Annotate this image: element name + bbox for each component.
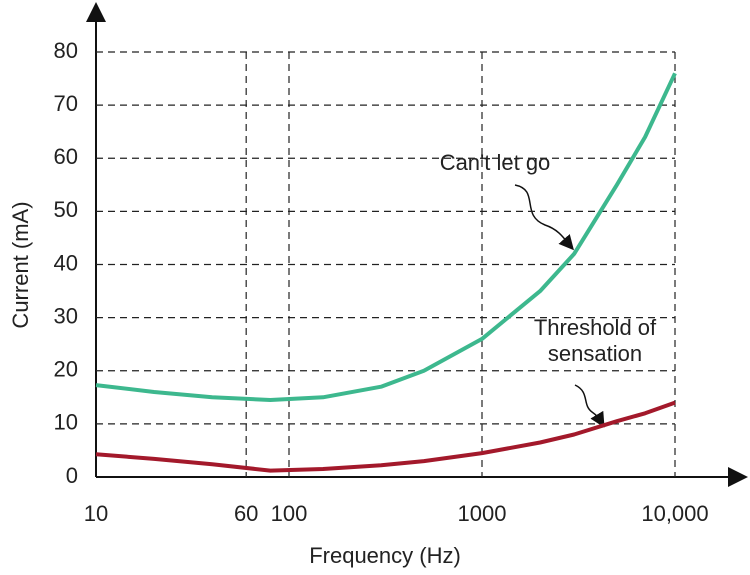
annotation-arrow [514, 184, 574, 251]
annotation-arrow [574, 384, 605, 428]
y-axis-label: Current (mA) [8, 201, 33, 328]
y-tick-label: 10 [54, 410, 78, 435]
x-tick-label: 10,000 [641, 501, 708, 526]
series-label: Threshold of sensation [533, 315, 657, 366]
series-line [95, 400, 676, 473]
y-tick-label: 80 [54, 38, 78, 63]
series-label: Can't let go [439, 150, 551, 175]
series-line [95, 72, 677, 402]
x-axis-label: Frequency (Hz) [309, 543, 461, 568]
x-tick-label: 100 [271, 501, 308, 526]
y-tick-label: 0 [66, 463, 78, 488]
x-tick-label: 60 [234, 501, 258, 526]
y-tick-label: 20 [54, 357, 78, 382]
y-tick-label: 30 [54, 303, 78, 328]
x-tick-label: 10 [84, 501, 108, 526]
y-tick-label: 50 [54, 197, 78, 222]
y-tick-label: 60 [54, 144, 78, 169]
y-tick-label: 40 [54, 250, 78, 275]
y-tick-label: 70 [54, 91, 78, 116]
x-tick-label: 1000 [458, 501, 507, 526]
